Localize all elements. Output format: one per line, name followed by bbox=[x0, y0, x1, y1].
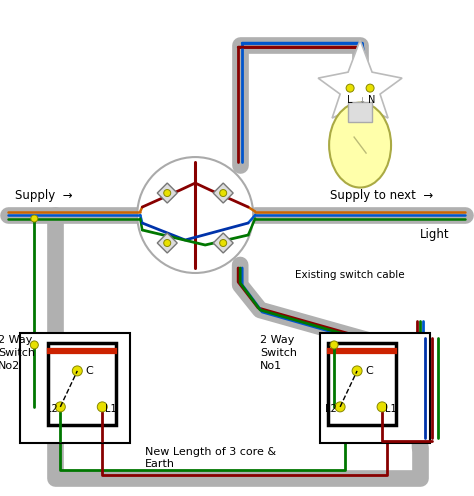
Text: N: N bbox=[368, 95, 376, 105]
Text: Existing switch cable: Existing switch cable bbox=[295, 270, 405, 280]
Circle shape bbox=[31, 215, 38, 222]
Circle shape bbox=[164, 189, 171, 196]
Circle shape bbox=[219, 189, 227, 196]
Ellipse shape bbox=[329, 103, 391, 187]
Circle shape bbox=[366, 84, 374, 92]
Text: 2 Way
Switch
No1: 2 Way Switch No1 bbox=[260, 335, 297, 371]
Text: Supply to next  →: Supply to next → bbox=[330, 189, 433, 202]
Circle shape bbox=[30, 341, 38, 349]
Text: L1: L1 bbox=[385, 404, 397, 414]
Polygon shape bbox=[157, 233, 177, 253]
Text: Supply  →: Supply → bbox=[15, 189, 73, 202]
Circle shape bbox=[73, 366, 82, 376]
Text: C: C bbox=[365, 366, 373, 376]
Text: C: C bbox=[85, 366, 93, 376]
Text: Light: Light bbox=[420, 228, 450, 241]
Polygon shape bbox=[157, 183, 177, 203]
Text: L: L bbox=[347, 95, 353, 105]
FancyBboxPatch shape bbox=[48, 343, 116, 425]
FancyBboxPatch shape bbox=[348, 102, 372, 122]
Circle shape bbox=[164, 240, 171, 247]
Text: L2: L2 bbox=[325, 404, 337, 414]
Circle shape bbox=[97, 402, 107, 412]
FancyBboxPatch shape bbox=[20, 333, 130, 443]
FancyBboxPatch shape bbox=[328, 343, 396, 425]
Circle shape bbox=[137, 157, 253, 273]
Circle shape bbox=[352, 366, 362, 376]
Polygon shape bbox=[213, 183, 233, 203]
Circle shape bbox=[335, 402, 345, 412]
Polygon shape bbox=[213, 233, 233, 253]
Text: New Length of 3 core &
Earth: New Length of 3 core & Earth bbox=[145, 447, 276, 469]
Text: L2: L2 bbox=[46, 404, 57, 414]
Polygon shape bbox=[318, 40, 402, 118]
Text: 2 Way
Switch
No2: 2 Way Switch No2 bbox=[0, 335, 36, 371]
Circle shape bbox=[330, 341, 338, 349]
Text: L1: L1 bbox=[105, 404, 117, 414]
Circle shape bbox=[219, 240, 227, 247]
Text: ↓: ↓ bbox=[359, 96, 365, 105]
FancyBboxPatch shape bbox=[320, 333, 430, 443]
Circle shape bbox=[346, 84, 354, 92]
Circle shape bbox=[55, 402, 65, 412]
Circle shape bbox=[377, 402, 387, 412]
